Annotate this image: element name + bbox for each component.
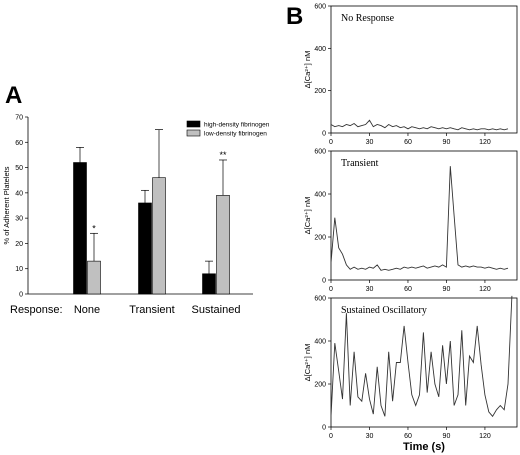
legend-label: low-density fibrinogen <box>204 131 267 138</box>
x-axis-title: Time (s) <box>403 441 445 453</box>
x-tick-label: 90 <box>443 286 451 293</box>
x-tick-label: 0 <box>329 286 333 293</box>
x-tick-label: 120 <box>479 139 491 146</box>
x-tick-label: 30 <box>366 286 374 293</box>
x-tick-label: 120 <box>479 433 491 440</box>
y-tick-label: 20 <box>15 241 23 248</box>
y-tick-label: 400 <box>314 192 326 199</box>
significance-marker: ** <box>219 150 227 160</box>
y-tick-label: 600 <box>314 4 326 11</box>
bar-low-density <box>87 260 101 295</box>
plot-frame <box>330 5 518 134</box>
significance-marker: * <box>92 223 96 233</box>
y-tick-label: 200 <box>314 382 326 389</box>
bar-high-density <box>138 202 152 295</box>
plot-frame <box>330 297 518 428</box>
legend-swatch <box>186 129 201 137</box>
line-chart-1: No Response 0 200 400 600 0 30 60 90 120 Δ[Ca²⁺] n… <box>303 4 518 146</box>
category-label: None <box>74 304 100 316</box>
x-tick-label: 90 <box>443 433 451 440</box>
y-tick-label: 40 <box>15 190 23 197</box>
x-tick-label: 30 <box>366 433 374 440</box>
x-tick-label: 60 <box>404 139 412 146</box>
y-tick-label: 200 <box>314 235 326 242</box>
bar-low-density <box>216 195 230 295</box>
bar-low-density <box>152 177 166 295</box>
y-tick-label: 0 <box>19 292 23 299</box>
y-axis-title: Δ[Ca²⁺] nM <box>303 197 312 235</box>
y-axis-title: Δ[Ca²⁺] nM <box>303 344 312 382</box>
y-tick-label: 400 <box>314 46 326 53</box>
y-tick-label: 30 <box>15 216 23 223</box>
calcium-trace-line <box>330 295 513 418</box>
x-tick-label: 0 <box>329 139 333 146</box>
calcium-trace-line <box>330 119 509 131</box>
category-label: Transient <box>129 304 174 316</box>
y-tick-label: 200 <box>314 88 326 95</box>
y-tick-label: 0 <box>322 278 326 285</box>
legend-swatch <box>186 120 201 128</box>
y-tick-label: 10 <box>15 266 23 273</box>
bar-high-density <box>73 162 87 295</box>
y-tick-label: 600 <box>314 296 326 303</box>
y-tick-label: 60 <box>15 140 23 147</box>
panel-title: Transient <box>341 158 379 169</box>
x-tick-label: 90 <box>443 139 451 146</box>
bar-high-density <box>202 273 216 295</box>
line-chart-3: Sustained Oscillatory 0 200 400 600 0 30 60 90 12… <box>303 295 518 453</box>
x-tick-label: 120 <box>479 286 491 293</box>
y-tick-label: 400 <box>314 339 326 346</box>
y-tick-label: 0 <box>322 425 326 432</box>
panel-b-letter: B <box>286 3 303 30</box>
panel-title: Sustained Oscillatory <box>341 305 427 316</box>
panel-title: No Response <box>341 13 395 24</box>
x-tick-label: 60 <box>404 286 412 293</box>
x-axis-title: Response: <box>10 304 63 316</box>
line-chart-2: Transient 0 200 400 600 0 30 60 90 120 Δ[Ca²⁺] nM <box>303 149 518 293</box>
category-label: Sustained <box>192 304 241 316</box>
y-tick-label: 70 <box>15 115 23 122</box>
calcium-trace-line <box>330 166 509 271</box>
legend-label: high-density fibrinogen <box>204 122 270 129</box>
x-tick-label: 0 <box>329 433 333 440</box>
y-axis-title: Δ[Ca²⁺] nM <box>303 51 312 89</box>
x-tick-label: 60 <box>404 433 412 440</box>
y-tick-label: 50 <box>15 165 23 172</box>
y-tick-label: 600 <box>314 149 326 156</box>
plot-frame <box>330 150 518 281</box>
x-tick-label: 30 <box>366 139 374 146</box>
y-axis-title: % of Adherent Platelets <box>2 166 11 244</box>
panel-a-letter: A <box>5 82 22 109</box>
y-tick-label: 0 <box>322 131 326 138</box>
bar-chart-panel-a: 0 10 20 30 40 50 60 70 % of Adherent Platelets Re… <box>2 115 270 317</box>
